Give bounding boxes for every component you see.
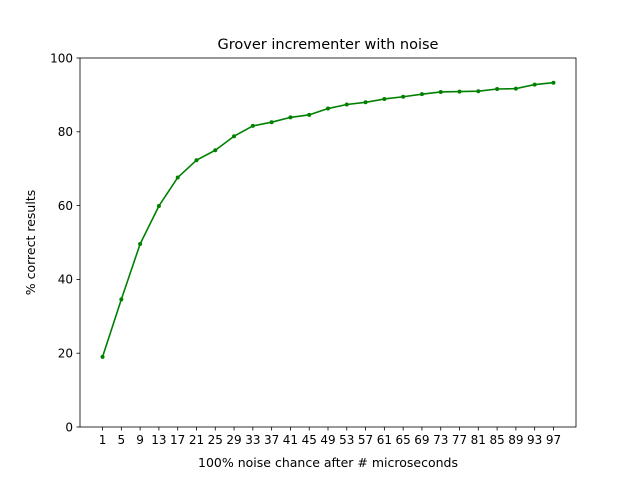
chart-title: Grover incrementer with noise bbox=[218, 37, 439, 53]
data-point bbox=[232, 134, 237, 139]
y-tick-label: 60 bbox=[58, 199, 73, 213]
x-tick-label: 53 bbox=[339, 433, 354, 447]
data-point bbox=[194, 158, 199, 163]
x-tick-label: 77 bbox=[452, 433, 467, 447]
x-axis-label: 100% noise chance after # microseconds bbox=[198, 455, 458, 470]
x-tick-label: 73 bbox=[433, 433, 448, 447]
x-tick-label: 1 bbox=[99, 433, 107, 447]
series-layer bbox=[100, 80, 556, 359]
x-tick-label: 93 bbox=[527, 433, 542, 447]
x-tick-label: 85 bbox=[489, 433, 504, 447]
data-point bbox=[100, 354, 105, 359]
data-point bbox=[250, 123, 255, 128]
y-tick-label: 0 bbox=[65, 420, 73, 434]
x-tick-label: 21 bbox=[189, 433, 204, 447]
x-tick-label: 49 bbox=[320, 433, 335, 447]
x-tick-label: 65 bbox=[396, 433, 411, 447]
x-tick-label: 13 bbox=[151, 433, 166, 447]
y-axis-label: % correct results bbox=[23, 190, 38, 295]
x-tick-label: 29 bbox=[226, 433, 241, 447]
data-point bbox=[513, 86, 518, 91]
data-point bbox=[551, 80, 556, 85]
x-tick-label: 97 bbox=[546, 433, 561, 447]
x-tick-label: 57 bbox=[358, 433, 373, 447]
data-point bbox=[438, 89, 443, 94]
data-point bbox=[213, 148, 218, 153]
data-point bbox=[307, 112, 312, 117]
data-point bbox=[363, 100, 368, 105]
data-point bbox=[532, 82, 537, 87]
x-tick-label: 9 bbox=[136, 433, 144, 447]
data-point bbox=[457, 89, 462, 94]
data-point bbox=[138, 241, 143, 246]
x-tick-label: 41 bbox=[283, 433, 298, 447]
y-axis-ticks: 0 20 40 60 80 100 bbox=[50, 51, 80, 434]
x-tick-label: 61 bbox=[377, 433, 392, 447]
data-point bbox=[269, 120, 274, 125]
data-point bbox=[344, 102, 349, 107]
plot-frame bbox=[79, 57, 577, 428]
data-point bbox=[175, 175, 180, 180]
y-tick-label: 100 bbox=[50, 51, 73, 65]
data-point bbox=[288, 115, 293, 120]
data-point bbox=[401, 94, 406, 99]
y-tick-label: 20 bbox=[58, 347, 73, 361]
x-tick-label: 45 bbox=[302, 433, 317, 447]
x-tick-label: 81 bbox=[471, 433, 486, 447]
x-tick-label: 5 bbox=[118, 433, 126, 447]
data-point bbox=[326, 106, 330, 111]
x-tick-label: 37 bbox=[264, 433, 279, 447]
y-tick-label: 80 bbox=[58, 125, 73, 139]
x-tick-label: 25 bbox=[208, 433, 223, 447]
data-point bbox=[119, 297, 124, 302]
data-point bbox=[382, 96, 387, 101]
x-tick-label: 89 bbox=[508, 433, 523, 447]
data-point bbox=[495, 86, 500, 91]
x-tick-label: 33 bbox=[245, 433, 260, 447]
x-tick-label: 69 bbox=[414, 433, 429, 447]
x-axis-ticks: 1 5 9 13 17 21 25 29 33 37 41 45 49 53 57 61 65 69 73 77 81 8… bbox=[99, 427, 561, 447]
data-point bbox=[156, 203, 161, 208]
x-tick-label: 17 bbox=[170, 433, 185, 447]
data-point bbox=[419, 92, 424, 97]
plot-area bbox=[80, 58, 576, 427]
data-point bbox=[476, 89, 481, 94]
y-tick-label: 40 bbox=[58, 273, 73, 287]
